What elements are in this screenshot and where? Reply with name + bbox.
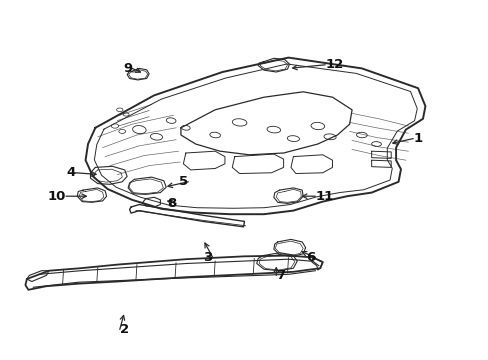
Text: 4: 4 [66, 166, 76, 179]
Text: 8: 8 [166, 197, 176, 210]
Text: 6: 6 [305, 251, 315, 264]
Text: 1: 1 [412, 132, 422, 145]
Text: 2: 2 [120, 323, 129, 336]
Text: 7: 7 [276, 269, 285, 282]
Text: 12: 12 [325, 58, 343, 71]
Text: 10: 10 [47, 190, 66, 203]
Text: 9: 9 [122, 62, 132, 75]
Text: 3: 3 [203, 251, 212, 264]
Text: 11: 11 [315, 190, 333, 203]
Text: 5: 5 [179, 175, 188, 188]
